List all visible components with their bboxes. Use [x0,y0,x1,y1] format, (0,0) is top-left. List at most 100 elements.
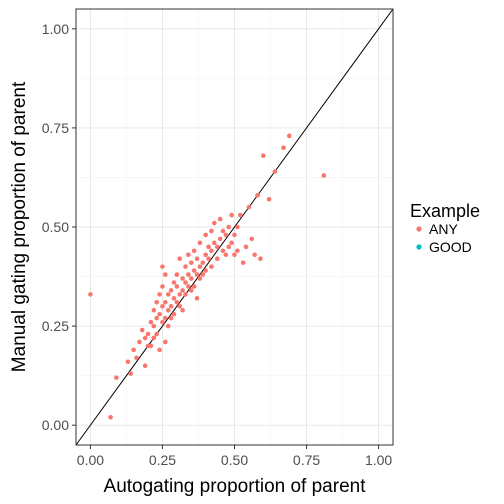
legend-key-good [416,244,422,250]
data-point [214,244,220,250]
data-point [223,232,229,238]
data-point [180,288,185,293]
data-point [145,331,151,337]
data-point [183,280,188,285]
data-point [243,244,249,250]
data-point [163,315,168,321]
data-point [177,256,183,262]
data-point [186,252,191,258]
data-point [203,252,208,258]
data-point [249,236,255,242]
legend-label-any: ANY [429,221,458,237]
data-point [194,296,200,301]
data-point [139,327,145,333]
data-point [232,252,237,258]
data-point [165,292,171,297]
data-point [154,315,159,321]
y-tick-label: 0.00 [42,417,69,433]
data-point [197,240,203,246]
data-point [220,248,226,254]
data-point [134,355,139,361]
data-point [157,311,162,317]
data-point [177,292,183,297]
data-point [206,256,211,262]
data-point [200,260,206,265]
data-point [191,268,197,273]
data-point [255,192,260,198]
data-point [235,224,240,230]
data-point [174,272,180,277]
data-point [108,414,113,420]
data-point [131,347,136,353]
data-point [212,220,217,226]
data-point [261,153,266,158]
y-axis-ticks: 0.00 0.25 0.50 0.75 1.00 [42,21,76,433]
data-point [203,232,208,238]
legend: Example ANY GOOD [410,201,480,255]
data-point [246,204,252,210]
data-point [174,284,180,289]
x-axis-ticks: 0.00 0.25 0.50 0.75 1.00 [77,445,392,468]
data-point [165,307,171,313]
legend-title: Example [410,201,480,221]
data-point [217,236,223,242]
data-points [88,133,327,420]
data-point [194,272,200,277]
data-point [171,311,177,317]
data-point [171,280,177,285]
x-tick-label: 1.00 [365,452,392,468]
legend-label-good: GOOD [429,239,472,255]
data-point [177,303,183,309]
data-point [114,375,119,380]
data-point [168,315,174,321]
y-tick-label: 0.75 [42,120,69,136]
x-tick-label: 0.75 [293,452,320,468]
data-point [186,272,191,277]
data-point [154,331,159,337]
data-point [197,276,203,281]
data-point [286,133,292,139]
data-point [226,244,232,250]
data-point [214,256,220,262]
data-point [223,252,229,258]
data-point [258,256,263,262]
x-tick-label: 0.00 [77,452,104,468]
data-point [240,260,246,265]
data-point [186,284,191,289]
y-axis-title: Manual gating proportion of parent [9,81,30,372]
data-point [128,371,134,376]
data-point [266,196,272,202]
data-point [154,300,159,305]
data-point [272,169,278,174]
data-point [183,264,188,269]
data-point [151,335,157,341]
data-point [235,248,240,254]
data-point [183,292,188,297]
data-point [125,359,131,365]
data-point [188,288,194,293]
data-point [229,240,234,246]
data-point [180,276,185,281]
data-point [191,248,197,254]
data-point [142,363,148,369]
data-point [281,145,286,151]
data-point [209,264,214,269]
data-point [237,212,243,218]
data-point [191,284,197,289]
data-point [252,252,257,258]
data-point [321,173,327,178]
data-point [212,240,217,246]
data-point [188,260,194,265]
x-tick-label: 0.50 [221,452,248,468]
x-tick-label: 0.25 [149,452,176,468]
data-point [165,323,171,329]
data-point [209,248,214,254]
data-point [229,212,234,218]
data-point [206,244,211,250]
y-tick-label: 0.50 [42,219,69,235]
identity-line-group [75,8,394,446]
data-point [217,216,223,222]
data-point [232,232,237,238]
data-point [209,228,214,234]
data-point [157,292,162,297]
